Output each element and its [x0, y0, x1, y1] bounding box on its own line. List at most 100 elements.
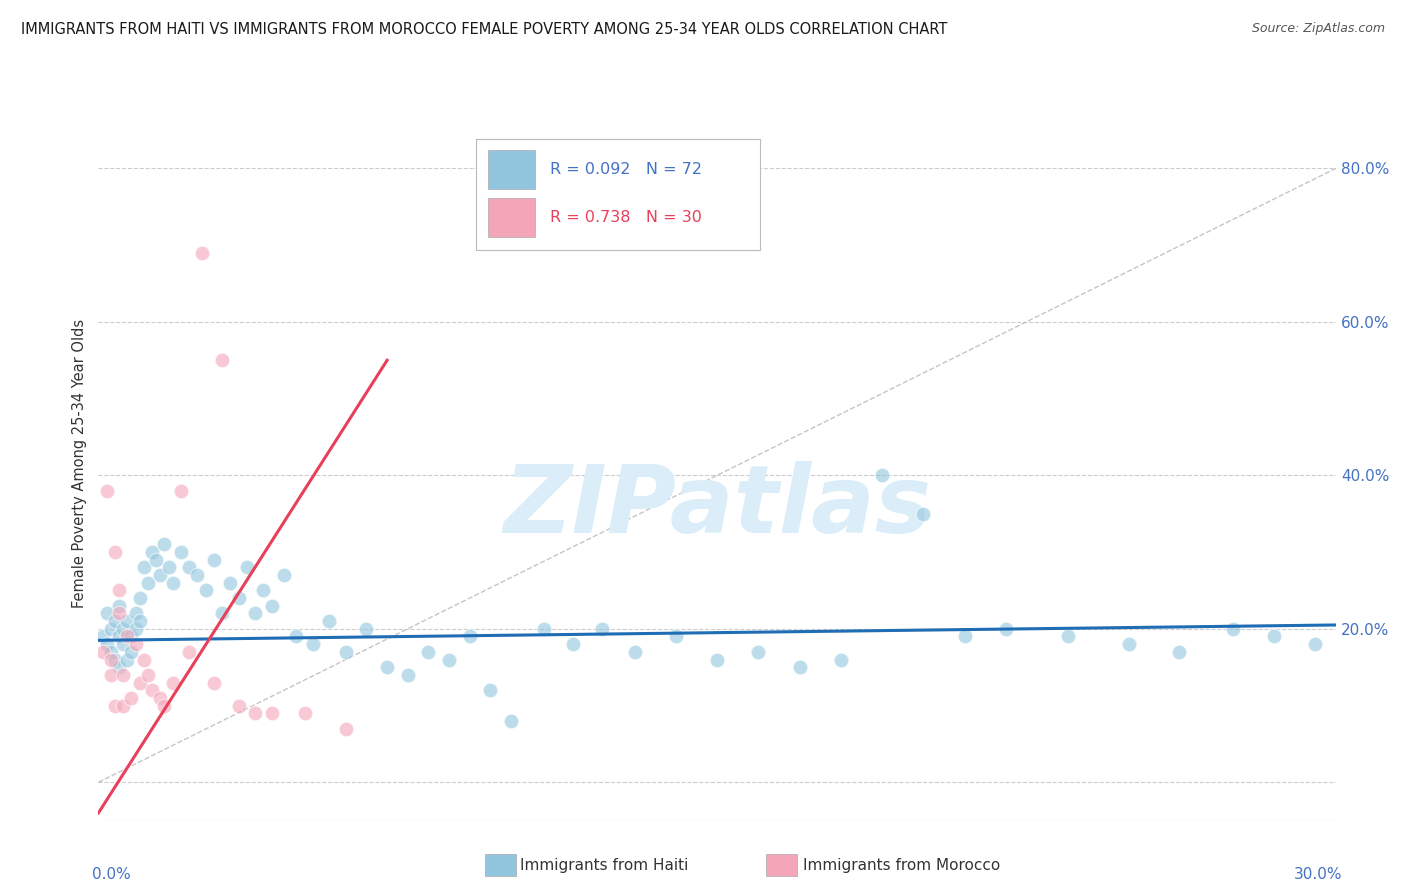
Point	[170, 483, 193, 498]
Point	[108, 660, 131, 674]
Point	[96, 637, 118, 651]
Text: Immigrants from Morocco: Immigrants from Morocco	[803, 858, 1000, 872]
Point	[162, 575, 184, 590]
Point	[479, 683, 502, 698]
Point	[830, 652, 852, 666]
Point	[665, 630, 688, 644]
Point	[124, 637, 146, 651]
Text: 0.0%: 0.0%	[93, 867, 131, 882]
Point	[112, 622, 135, 636]
Point	[124, 607, 146, 621]
FancyBboxPatch shape	[475, 139, 761, 250]
Point	[104, 652, 127, 666]
Point	[1056, 630, 1078, 644]
Point	[228, 698, 250, 713]
Point	[149, 690, 172, 705]
Bar	[488, 150, 536, 189]
Point	[162, 675, 184, 690]
Text: 30.0%: 30.0%	[1294, 867, 1341, 882]
Point	[136, 575, 159, 590]
Point	[273, 568, 295, 582]
Point	[202, 553, 225, 567]
Point	[396, 668, 419, 682]
Point	[96, 483, 118, 498]
Point	[243, 706, 266, 721]
Point	[100, 645, 122, 659]
Y-axis label: Female Poverty Among 25-34 Year Olds: Female Poverty Among 25-34 Year Olds	[72, 319, 87, 608]
Point	[104, 545, 127, 559]
Point	[285, 630, 308, 644]
Point	[170, 545, 193, 559]
Point	[100, 652, 122, 666]
Point	[1168, 645, 1191, 659]
Point	[211, 607, 233, 621]
Text: ZIPatlas: ZIPatlas	[503, 460, 931, 553]
Point	[128, 614, 150, 628]
Point	[104, 614, 127, 628]
Point	[153, 698, 176, 713]
Point	[912, 507, 935, 521]
Point	[120, 630, 142, 644]
Point	[190, 245, 212, 260]
Point	[132, 560, 155, 574]
Point	[117, 652, 139, 666]
Point	[623, 645, 645, 659]
Point	[91, 630, 114, 644]
Point	[243, 607, 266, 621]
Point	[194, 583, 217, 598]
Point	[228, 591, 250, 606]
Point	[104, 698, 127, 713]
Point	[294, 706, 316, 721]
Point	[437, 652, 460, 666]
Point	[458, 630, 481, 644]
Point	[211, 353, 233, 368]
Point	[128, 675, 150, 690]
Text: Immigrants from Haiti: Immigrants from Haiti	[520, 858, 689, 872]
Point	[157, 560, 180, 574]
Point	[236, 560, 259, 574]
Point	[499, 714, 522, 728]
Point	[260, 599, 283, 613]
Point	[153, 537, 176, 551]
Point	[202, 675, 225, 690]
Point	[120, 690, 142, 705]
Text: IMMIGRANTS FROM HAITI VS IMMIGRANTS FROM MOROCCO FEMALE POVERTY AMONG 25-34 YEAR: IMMIGRANTS FROM HAITI VS IMMIGRANTS FROM…	[21, 22, 948, 37]
Point	[100, 622, 122, 636]
Text: R = 0.092   N = 72: R = 0.092 N = 72	[550, 162, 702, 177]
Point	[112, 637, 135, 651]
Point	[1118, 637, 1140, 651]
Point	[870, 468, 893, 483]
Point	[124, 622, 146, 636]
Point	[186, 568, 208, 582]
Point	[136, 668, 159, 682]
Point	[108, 599, 131, 613]
Point	[953, 630, 976, 644]
Point	[112, 698, 135, 713]
Point	[706, 652, 728, 666]
Point	[128, 591, 150, 606]
Point	[149, 568, 172, 582]
Point	[108, 607, 131, 621]
Point	[141, 545, 163, 559]
Point	[260, 706, 283, 721]
Point	[112, 668, 135, 682]
Point	[356, 622, 378, 636]
Point	[117, 614, 139, 628]
Point	[179, 645, 201, 659]
Point	[108, 630, 131, 644]
Point	[994, 622, 1017, 636]
Point	[179, 560, 201, 574]
Point	[108, 583, 131, 598]
Point	[302, 637, 325, 651]
Point	[100, 668, 122, 682]
Text: Source: ZipAtlas.com: Source: ZipAtlas.com	[1251, 22, 1385, 36]
Point	[219, 575, 242, 590]
Point	[591, 622, 613, 636]
Point	[533, 622, 555, 636]
Point	[1222, 622, 1244, 636]
Point	[1303, 637, 1326, 651]
Point	[335, 645, 357, 659]
Point	[145, 553, 167, 567]
Point	[747, 645, 769, 659]
Point	[335, 722, 357, 736]
